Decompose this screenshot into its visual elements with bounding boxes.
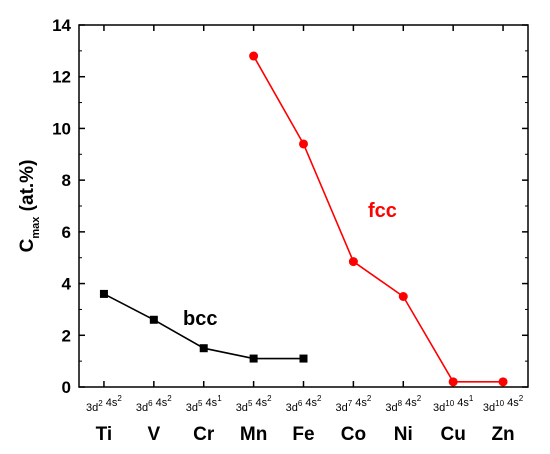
config-superscript: 6 (148, 399, 153, 408)
series-layer (99, 51, 508, 387)
x-category-label: V (147, 424, 160, 445)
x-config-label: 3d6 4s2 (286, 394, 322, 414)
config-base: 3d (335, 402, 347, 414)
y-axis-title-suffix: (at.%) (17, 160, 38, 217)
x-category-label: Zn (491, 424, 514, 445)
config-superscript: 1 (217, 394, 222, 403)
config-superscript: 5 (198, 399, 203, 408)
data-point-fcc (249, 51, 259, 61)
config-base: 3d (433, 402, 445, 414)
x-category-label: Ni (394, 424, 413, 445)
config-superscript: 7 (348, 399, 353, 408)
y-tick-label: 10 (52, 119, 71, 138)
data-point-fcc (498, 377, 508, 387)
config-base: 4s (504, 397, 519, 409)
y-tick-label: 14 (52, 16, 71, 35)
data-point-bcc (199, 344, 208, 353)
config-base: 3d (236, 402, 248, 414)
config-superscript: 1 (469, 394, 474, 403)
x-config-label: 3d10 4s2 (483, 394, 524, 414)
config-superscript: 2 (317, 394, 322, 403)
x-config-label: 3d5 4s2 (236, 394, 272, 414)
axes (78, 24, 529, 388)
data-point-fcc (348, 257, 358, 267)
x-config-label: 3d6 4s2 (136, 394, 172, 414)
config-superscript: 2 (98, 399, 103, 408)
config-superscript: 5 (248, 399, 253, 408)
config-superscript: 2 (519, 394, 524, 403)
x-config-label: 3d10 4s1 (433, 394, 474, 414)
plot-frame (78, 24, 529, 388)
config-base: 4s (203, 397, 218, 409)
config-superscript: 2 (167, 394, 172, 403)
config-superscript: 2 (267, 394, 272, 403)
x-config-label: 3d2 4s2 (86, 394, 122, 414)
config-base: 3d (483, 402, 495, 414)
config-base: 4s (352, 397, 367, 409)
data-point-bcc (249, 354, 258, 363)
y-tick-label: 0 (62, 378, 71, 397)
y-tick-label: 12 (52, 68, 71, 87)
y-axis-title: Cmax (at.%) (17, 160, 42, 253)
x-category-label: Fe (292, 424, 314, 445)
data-point-fcc (299, 139, 308, 149)
x-config-label: 3d7 4s2 (335, 394, 371, 414)
config-base: 4s (454, 397, 469, 409)
config-base: 4s (402, 397, 417, 409)
config-base: 4s (103, 397, 118, 409)
config-base: 3d (385, 402, 397, 414)
series-label-bcc: bcc (183, 308, 217, 330)
config-superscript: 6 (298, 399, 303, 408)
config-base: 3d (136, 402, 148, 414)
data-point-bcc (99, 289, 108, 298)
x-category-label: Cr (193, 424, 215, 445)
y-tick-label: 8 (62, 171, 71, 190)
x-config-label: 3d8 4s2 (385, 394, 421, 414)
data-point-bcc (299, 354, 308, 363)
config-superscript: 10 (445, 399, 454, 408)
series-line-fcc (252, 55, 504, 383)
x-config-label: 3d5 4s1 (186, 394, 222, 414)
data-point-bcc (149, 315, 158, 324)
y-tick-label: 4 (62, 275, 72, 294)
config-superscript: 2 (367, 394, 372, 403)
y-axis-title-main: C (17, 238, 38, 252)
config-base: 4s (302, 397, 317, 409)
data-point-fcc (398, 292, 408, 301)
y-axis-title-sub: max (30, 216, 42, 239)
config-base: 3d (86, 402, 98, 414)
config-base: 3d (286, 402, 298, 414)
config-superscript: 2 (417, 394, 422, 403)
config-base: 3d (186, 402, 198, 414)
data-point-fcc (448, 377, 458, 387)
config-superscript: 10 (495, 399, 504, 408)
config-base: 4s (252, 397, 267, 409)
config-superscript: 8 (398, 399, 403, 408)
config-base: 4s (153, 397, 168, 409)
y-tick-label: 2 (62, 326, 71, 345)
x-category-label: Co (341, 424, 366, 445)
x-category-label: Cu (441, 424, 466, 445)
y-tick-label: 6 (62, 223, 71, 242)
config-superscript: 2 (117, 394, 122, 403)
x-category-label: Mn (240, 424, 267, 445)
x-category-label: Ti (96, 424, 113, 445)
series-label-fcc: fcc (368, 200, 397, 222)
